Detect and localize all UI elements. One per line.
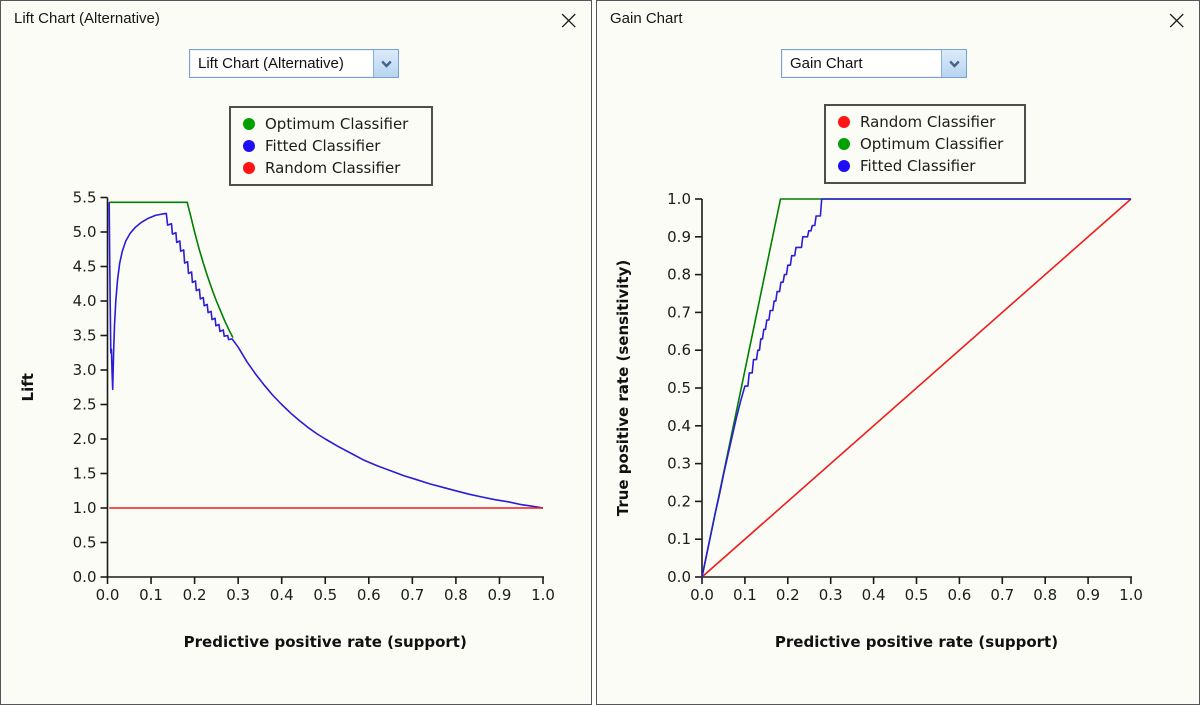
window-title: Lift Chart (Alternative)	[14, 10, 160, 27]
dropdown-value: Lift Chart (Alternative)	[198, 55, 344, 72]
legend-dot-icon	[838, 160, 850, 172]
legend-item: Optimum Classifier	[838, 135, 1012, 153]
legend-label: Optimum Classifier	[265, 115, 409, 133]
legend-dot-icon	[838, 138, 850, 150]
legend-dot-icon	[243, 140, 255, 152]
legend-dot-icon	[243, 118, 255, 130]
legend-dot-icon	[838, 116, 850, 128]
close-icon[interactable]: ×	[557, 5, 580, 36]
legend-item: Fitted Classifier	[243, 137, 419, 155]
dropdown-value: Gain Chart	[790, 55, 863, 72]
gain-chart-window: Gain Chart × Gain Chart Random Classifie…	[596, 0, 1200, 705]
legend-item: Optimum Classifier	[243, 115, 419, 133]
legend-label: Random Classifier	[860, 113, 996, 131]
legend-item: Random Classifier	[838, 113, 1012, 131]
chevron-down-icon[interactable]	[373, 50, 398, 77]
window-title: Gain Chart	[610, 10, 683, 27]
chart-type-dropdown[interactable]: Gain Chart	[781, 49, 967, 78]
lift-chart-window: Lift Chart (Alternative) × Lift Chart (A…	[0, 0, 592, 705]
legend-item: Fitted Classifier	[838, 157, 1012, 175]
legend: Optimum Classifier Fitted Classifier Rando…	[229, 106, 433, 186]
legend: Random Classifier Optimum Classifier Fitte…	[824, 104, 1026, 184]
chevron-down-icon[interactable]	[941, 50, 966, 77]
legend-label: Fitted Classifier	[860, 157, 976, 175]
close-icon[interactable]: ×	[1165, 5, 1188, 36]
legend-item: Random Classifier	[243, 159, 419, 177]
legend-label: Fitted Classifier	[265, 137, 381, 155]
legend-label: Random Classifier	[265, 159, 401, 177]
chart-type-dropdown[interactable]: Lift Chart (Alternative)	[189, 49, 399, 78]
legend-dot-icon	[243, 162, 255, 174]
legend-label: Optimum Classifier	[860, 135, 1004, 153]
